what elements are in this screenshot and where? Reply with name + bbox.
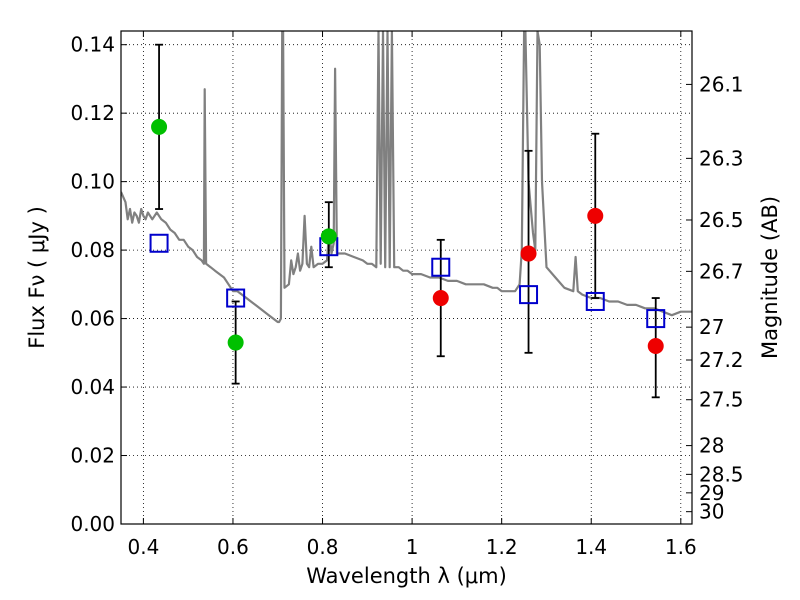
x-tick-label: 1.2 bbox=[486, 535, 518, 559]
y-axis-label: Flux Fν ( μJy ) bbox=[25, 206, 49, 349]
y2-tick-label: 27.5 bbox=[699, 388, 744, 412]
model-photometry-square bbox=[646, 309, 666, 329]
y2-tick-label: 28.5 bbox=[699, 462, 744, 486]
observed-flux-point bbox=[647, 337, 664, 354]
y-tick-label: 0.06 bbox=[70, 307, 115, 331]
grid-lines bbox=[121, 31, 692, 525]
y2-axis-label: Magnitude (AB) bbox=[758, 196, 782, 359]
y2-tick-label: 30 bbox=[699, 500, 724, 524]
y2-tick-label: 27 bbox=[699, 315, 724, 339]
observed-flux-point bbox=[151, 118, 168, 135]
y-tick-label: 0.02 bbox=[70, 444, 115, 468]
model-spectrum-line bbox=[121, 31, 692, 324]
x-tick-label: 0.4 bbox=[127, 535, 159, 559]
plot-series bbox=[121, 31, 692, 399]
y-tick-label: 0.00 bbox=[70, 512, 115, 536]
observed-flux-point bbox=[227, 334, 244, 351]
y-tick-label: 0.14 bbox=[70, 33, 115, 57]
y2-tick-label: 28 bbox=[699, 434, 724, 458]
observed-flux-point bbox=[320, 228, 337, 245]
y-tick-label: 0.08 bbox=[70, 238, 115, 262]
model-photometry-square bbox=[585, 291, 605, 311]
observed-flux-point bbox=[520, 245, 537, 262]
y2-tick-label: 26.7 bbox=[699, 259, 744, 283]
observed-flux-point bbox=[587, 207, 604, 224]
y-tick-label: 0.12 bbox=[70, 101, 115, 125]
axis-ticks: 0.4 0.6 0.8 1 1.2 1.4 1.6 0.00 0.02 0.04 0.06 0.08 0… bbox=[70, 31, 744, 559]
y2-tick-label: 26.1 bbox=[699, 72, 744, 96]
model-photometry-square bbox=[149, 233, 169, 253]
x-tick-label: 1 bbox=[406, 535, 419, 559]
x-tick-label: 1.4 bbox=[575, 535, 607, 559]
x-axis-label: Wavelength λ (μm) bbox=[306, 564, 507, 588]
x-tick-label: 1.6 bbox=[665, 535, 697, 559]
y2-tick-label: 27.2 bbox=[699, 348, 744, 372]
model-photometry-square bbox=[226, 288, 246, 308]
model-photometry-square bbox=[519, 285, 539, 305]
plot-frame bbox=[120, 30, 693, 525]
x-tick-label: 0.6 bbox=[217, 535, 249, 559]
model-photometry-square bbox=[431, 257, 451, 277]
x-tick-label: 0.8 bbox=[307, 535, 339, 559]
y2-tick-label: 29 bbox=[699, 481, 724, 505]
y-tick-label: 0.04 bbox=[70, 375, 115, 399]
y2-tick-label: 26.3 bbox=[699, 146, 744, 170]
observed-flux-point bbox=[432, 290, 449, 307]
y2-tick-label: 26.5 bbox=[699, 208, 744, 232]
y-tick-label: 0.10 bbox=[70, 170, 115, 194]
